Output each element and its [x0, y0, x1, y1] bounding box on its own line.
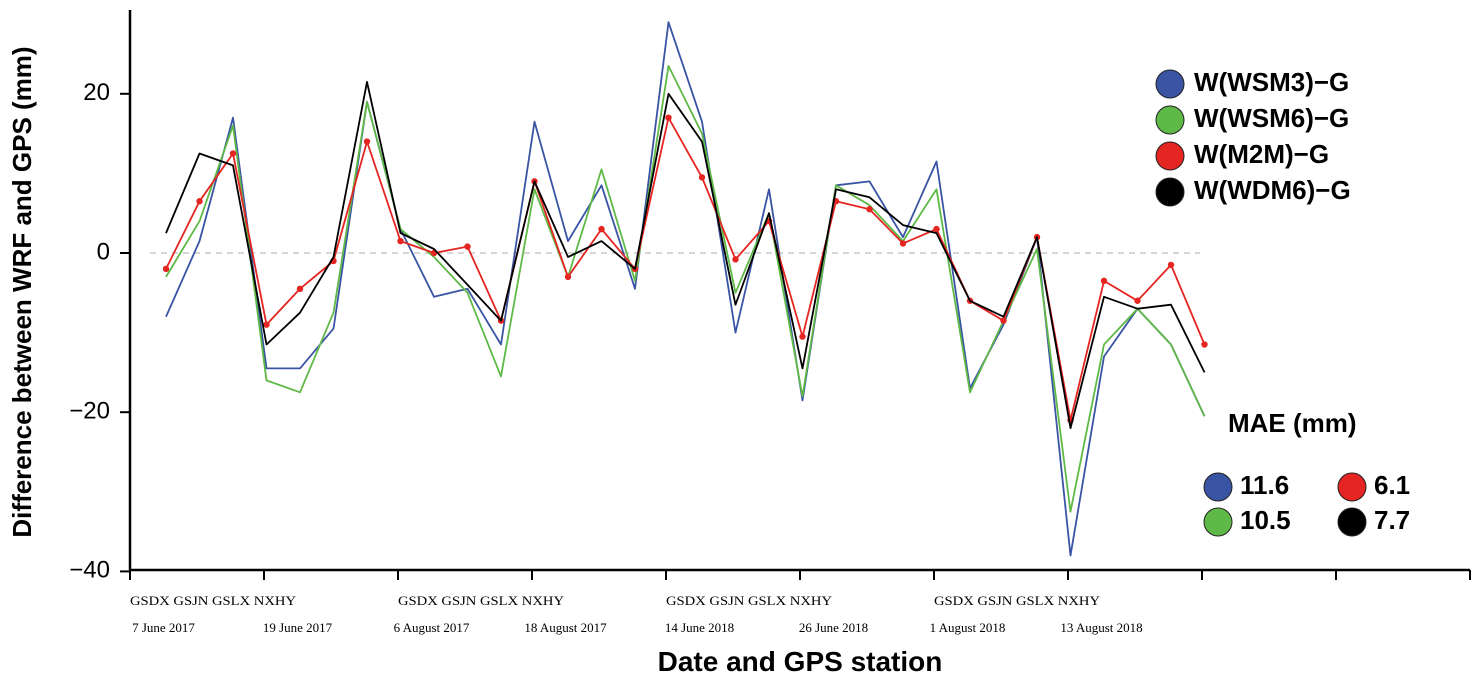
mae-value: 6.1	[1374, 470, 1410, 500]
series-point-3	[665, 114, 672, 121]
station-label: GSDX GSJN GSLX NXHY	[398, 593, 565, 608]
series-point-3	[1134, 297, 1141, 304]
series-point-3	[296, 285, 304, 293]
series-point-3	[162, 265, 170, 273]
y-tick-label: −40	[69, 557, 110, 584]
date-label: 14 June 2018	[665, 620, 734, 635]
x-ticks-layer	[129, 570, 1471, 580]
legend-label: W(WDM6)−G	[1194, 175, 1351, 205]
series-point-3	[229, 150, 237, 157]
series-point-3	[564, 273, 572, 281]
mae-value: 11.6	[1240, 470, 1289, 500]
date-label: 6 August 2017	[394, 620, 470, 635]
series-line-1	[165, 21, 1206, 557]
series-point-3	[732, 256, 739, 263]
series-point-3	[196, 198, 203, 205]
y-tick-label: 0	[97, 238, 110, 265]
date-label: 1 August 2018	[930, 620, 1006, 635]
station-label: GSDX GSJN GSLX NXHY	[666, 593, 833, 608]
mae-panel: MAE (mm) 11.6 6.1 10.5 7.7	[1203, 408, 1410, 537]
legend-swatch	[1155, 177, 1185, 207]
x-axis-title: Date and GPS station	[658, 646, 943, 673]
date-label: 13 August 2018	[1060, 620, 1142, 635]
legend-label: W(WSM3)−G	[1194, 67, 1349, 97]
series-point-3	[899, 240, 907, 247]
series-point-3	[698, 174, 706, 181]
station-label: GSDX GSJN GSLX NXHY	[934, 593, 1101, 608]
mae-value: 7.7	[1374, 505, 1410, 535]
legend-swatch	[1155, 69, 1185, 99]
series-line-4	[165, 81, 1206, 430]
series-point-3	[1201, 341, 1208, 348]
legend-swatch	[1155, 105, 1185, 135]
series-point-3	[1100, 277, 1108, 285]
y-axis-title: Difference between WRF and GPS (mm)	[7, 46, 37, 537]
y-ticks-layer: 20 0 −20 −40	[69, 79, 130, 584]
mae-value: 10.5	[1240, 505, 1291, 535]
station-label: GSDX GSJN GSLX NXHY	[130, 593, 297, 608]
mae-swatch	[1337, 472, 1367, 502]
date-label: 7 June 2017	[132, 620, 195, 635]
mae-title: MAE (mm)	[1228, 408, 1357, 438]
y-tick-label: −20	[69, 398, 110, 425]
series-point-3	[363, 138, 371, 145]
series-point-3	[866, 206, 873, 213]
series-point-3	[1000, 317, 1007, 324]
mae-swatch	[1203, 472, 1233, 502]
series-line-3	[165, 116, 1206, 422]
series-point-3	[598, 225, 605, 233]
legend-swatch	[1155, 141, 1185, 171]
date-label: 19 June 2017	[263, 620, 333, 635]
series-point-3	[799, 333, 806, 340]
x-labels-layer: GSDX GSJN GSLX NXHY GSDX GSJN GSLX NXHY GS…	[130, 593, 1143, 635]
mae-swatch	[1203, 507, 1233, 537]
series-line-2	[165, 65, 1206, 513]
mae-swatch	[1337, 507, 1367, 537]
series-point-3	[397, 237, 404, 245]
legend-label: W(WSM6)−G	[1194, 103, 1349, 133]
series-point-3	[464, 243, 471, 250]
legend: W(WSM3)−G W(WSM6)−G W(M2M)−G W(WDM6)−G	[1155, 67, 1351, 207]
date-label: 26 June 2018	[799, 620, 868, 635]
series-point-3	[933, 225, 940, 233]
series-layer	[162, 21, 1208, 557]
y-tick-label: 20	[83, 79, 110, 106]
legend-label: W(M2M)−G	[1194, 139, 1329, 169]
date-label: 18 August 2017	[524, 620, 607, 635]
series-point-3	[263, 321, 270, 328]
series-point-3	[1167, 261, 1175, 269]
